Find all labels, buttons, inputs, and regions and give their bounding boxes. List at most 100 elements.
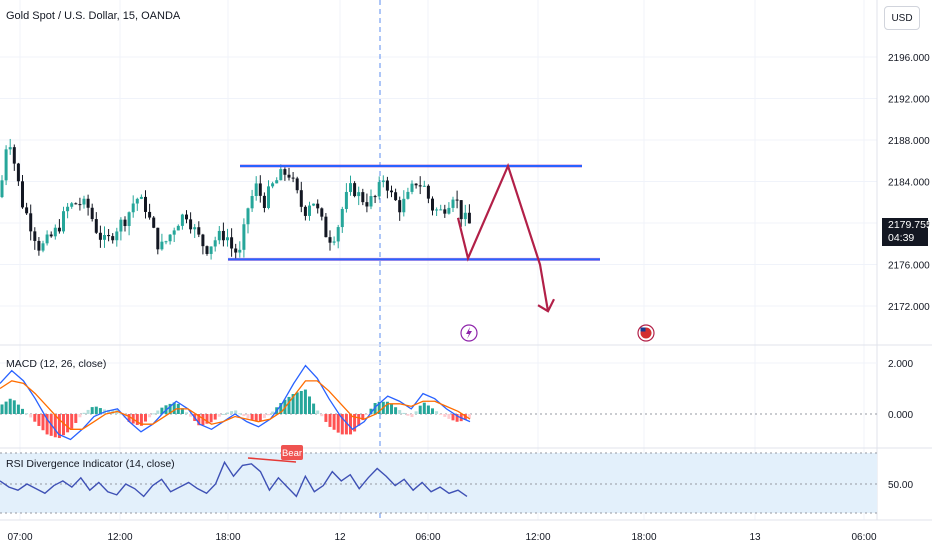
candle-body — [16, 163, 20, 182]
macd-histogram-bar — [213, 414, 217, 420]
time-tick-label: 07:00 — [7, 532, 32, 543]
candle-body — [168, 234, 172, 242]
macd-histogram-bar — [451, 414, 455, 421]
macd-histogram-bar — [357, 414, 361, 426]
price-channel — [228, 164, 600, 261]
candle-body — [463, 212, 467, 220]
macd-histogram-bar — [295, 392, 299, 414]
candle-body — [139, 196, 143, 199]
macd-histogram-bar — [443, 414, 447, 417]
time-tick-label: 06:00 — [851, 532, 876, 543]
candle-body — [308, 205, 311, 216]
macd-histogram-bar — [353, 414, 357, 432]
candle-body — [66, 206, 70, 212]
candle-body — [123, 219, 127, 227]
candle-body — [209, 246, 213, 254]
macd-histogram-bar — [0, 404, 4, 414]
macd-histogram-bar — [402, 412, 406, 414]
macd-histogram-bar — [160, 407, 164, 414]
time-tick-label: 12:00 — [525, 532, 550, 543]
candle-body — [53, 227, 57, 237]
candle-body — [271, 183, 275, 187]
macd-histogram-bar — [254, 414, 258, 422]
candle-body — [443, 209, 447, 214]
candle-body — [98, 232, 102, 240]
candle-body — [242, 224, 246, 250]
macd-line — [0, 364, 471, 441]
candle-body — [283, 169, 287, 175]
candle-body — [29, 213, 33, 232]
event-marker-flag[interactable] — [637, 324, 655, 342]
macd-tick-2: 2.000 — [888, 359, 913, 370]
candle-body — [418, 185, 422, 187]
macd-histogram-bar — [328, 414, 332, 427]
candle-body — [303, 206, 307, 216]
macd-histogram-bar — [299, 390, 303, 414]
candle-body — [107, 235, 111, 237]
candle-body — [94, 219, 98, 233]
macd-histogram-bar — [172, 402, 176, 414]
candle-body — [25, 207, 29, 214]
macd-histogram-bar — [414, 411, 418, 414]
macd-histogram-bar — [340, 414, 344, 435]
macd-histogram-bar — [238, 413, 242, 415]
candle-body — [467, 212, 471, 224]
macd-histogram-bar — [57, 414, 61, 439]
candle-body — [295, 178, 299, 191]
candle-body — [353, 183, 357, 197]
candle-body — [21, 181, 24, 208]
macd-histogram-bar — [25, 413, 29, 415]
candle-body — [390, 190, 393, 193]
event-marker-lightning[interactable] — [460, 324, 478, 342]
candle-body — [8, 147, 12, 150]
candle-body — [62, 211, 65, 232]
macd-histogram-bar — [230, 411, 234, 414]
candle-body — [164, 241, 168, 243]
macd-histogram-bar — [135, 414, 139, 425]
macd-histogram-bar — [156, 410, 160, 414]
rsi-label[interactable]: RSI Divergence Indicator (14, close) — [6, 458, 175, 470]
macd-histogram-bar — [426, 405, 430, 414]
candle-body — [435, 209, 439, 211]
macd-histogram-bar — [205, 414, 209, 424]
candle-body — [344, 191, 348, 209]
candle-body — [414, 183, 418, 186]
macd-tick-0: 0.000 — [888, 410, 913, 421]
macd-histogram-bar — [144, 414, 147, 422]
macd-histogram-bar — [226, 412, 229, 414]
macd-signal-line — [0, 380, 471, 430]
macd-histogram-bar — [82, 412, 86, 414]
candle-body — [377, 182, 381, 197]
candle-body — [267, 186, 270, 208]
candle-body — [398, 200, 402, 213]
candle-body — [185, 214, 188, 220]
candle-body — [0, 180, 4, 198]
candle-body — [324, 216, 328, 238]
price-tick-label: 2176.000 — [888, 261, 930, 272]
candle-body — [103, 235, 106, 240]
candle-body — [205, 246, 209, 254]
candle-body — [152, 217, 156, 228]
candle-body — [402, 198, 406, 213]
candle-body — [33, 231, 37, 241]
macd-histogram-bar — [398, 410, 402, 414]
candle-body — [230, 237, 234, 249]
macd-histogram-bar — [29, 414, 33, 418]
candle-body — [459, 200, 463, 220]
macd-histogram-bar — [152, 413, 156, 415]
candle-body — [246, 208, 250, 225]
macd-histogram-bar — [189, 414, 193, 417]
macd-histogram-bar — [422, 402, 426, 414]
macd-label[interactable]: MACD (12, 26, close) — [6, 358, 107, 370]
candle-body — [439, 209, 443, 211]
time-tick-label: 06:00 — [415, 532, 440, 543]
projection-path[interactable] — [456, 162, 550, 312]
candle-body — [172, 230, 176, 235]
candle-body — [426, 185, 430, 199]
candle-body — [328, 237, 332, 243]
candle-body — [78, 204, 82, 206]
candle-body — [197, 227, 201, 235]
candle-body — [57, 227, 61, 232]
currency-button[interactable]: USD — [884, 6, 920, 30]
